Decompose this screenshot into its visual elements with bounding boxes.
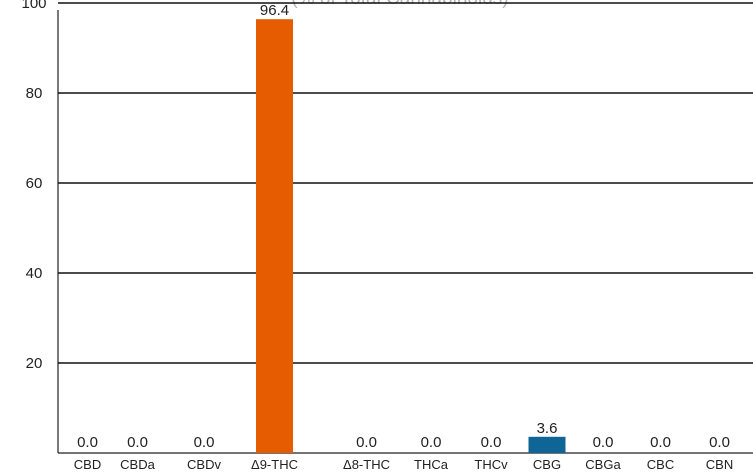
x-tick-label: CBDv [187,457,221,472]
y-tick-label: 40 [26,265,43,282]
y-axis: 20 40 60 80 100 [21,0,46,372]
data-label: 96.4 [260,2,289,19]
data-label: 0.0 [481,434,502,451]
data-label: 0.0 [709,434,730,451]
chart-subtitle: (% of Total Cannabinoids) [291,0,508,9]
y-tick-label: 80 [26,85,43,102]
x-tick-label: Δ8-THC [343,457,390,472]
x-tick-label: THCv [474,457,508,472]
data-label: 3.6 [537,420,558,437]
bars [256,19,566,453]
data-label: 0.0 [650,434,671,451]
bar [256,19,293,453]
bar [528,436,566,453]
x-tick-label: THCa [414,457,449,472]
x-tick-label: CBG [533,457,561,472]
data-label: 0.0 [356,434,377,451]
data-label: 0.0 [593,434,614,451]
y-tick-label: 60 [26,175,43,192]
x-tick-label: CBN [706,457,733,472]
x-tick-label: CBDa [120,457,155,472]
data-label: 0.0 [421,434,442,451]
x-tick-label: CBD [74,457,101,472]
data-label: 0.0 [194,434,215,451]
x-tick-label: CBC [647,457,674,472]
value-labels: 0.0 0.0 0.0 96.4 0.0 0.0 0.0 3.6 0.0 0.0 0.0 [77,2,730,451]
data-label: 0.0 [127,434,148,451]
x-tick-label: Δ9-THC [251,457,298,472]
y-tick-label: 100 [21,0,46,12]
data-label: 0.0 [77,434,98,451]
x-axis: CBD CBDa CBDv Δ9-THC Δ8-THC THCa THCv CBG CBGa CB… [74,457,733,472]
y-tick-label: 20 [26,355,43,372]
grid [57,2,753,454]
x-tick-label: CBGa [585,457,621,472]
